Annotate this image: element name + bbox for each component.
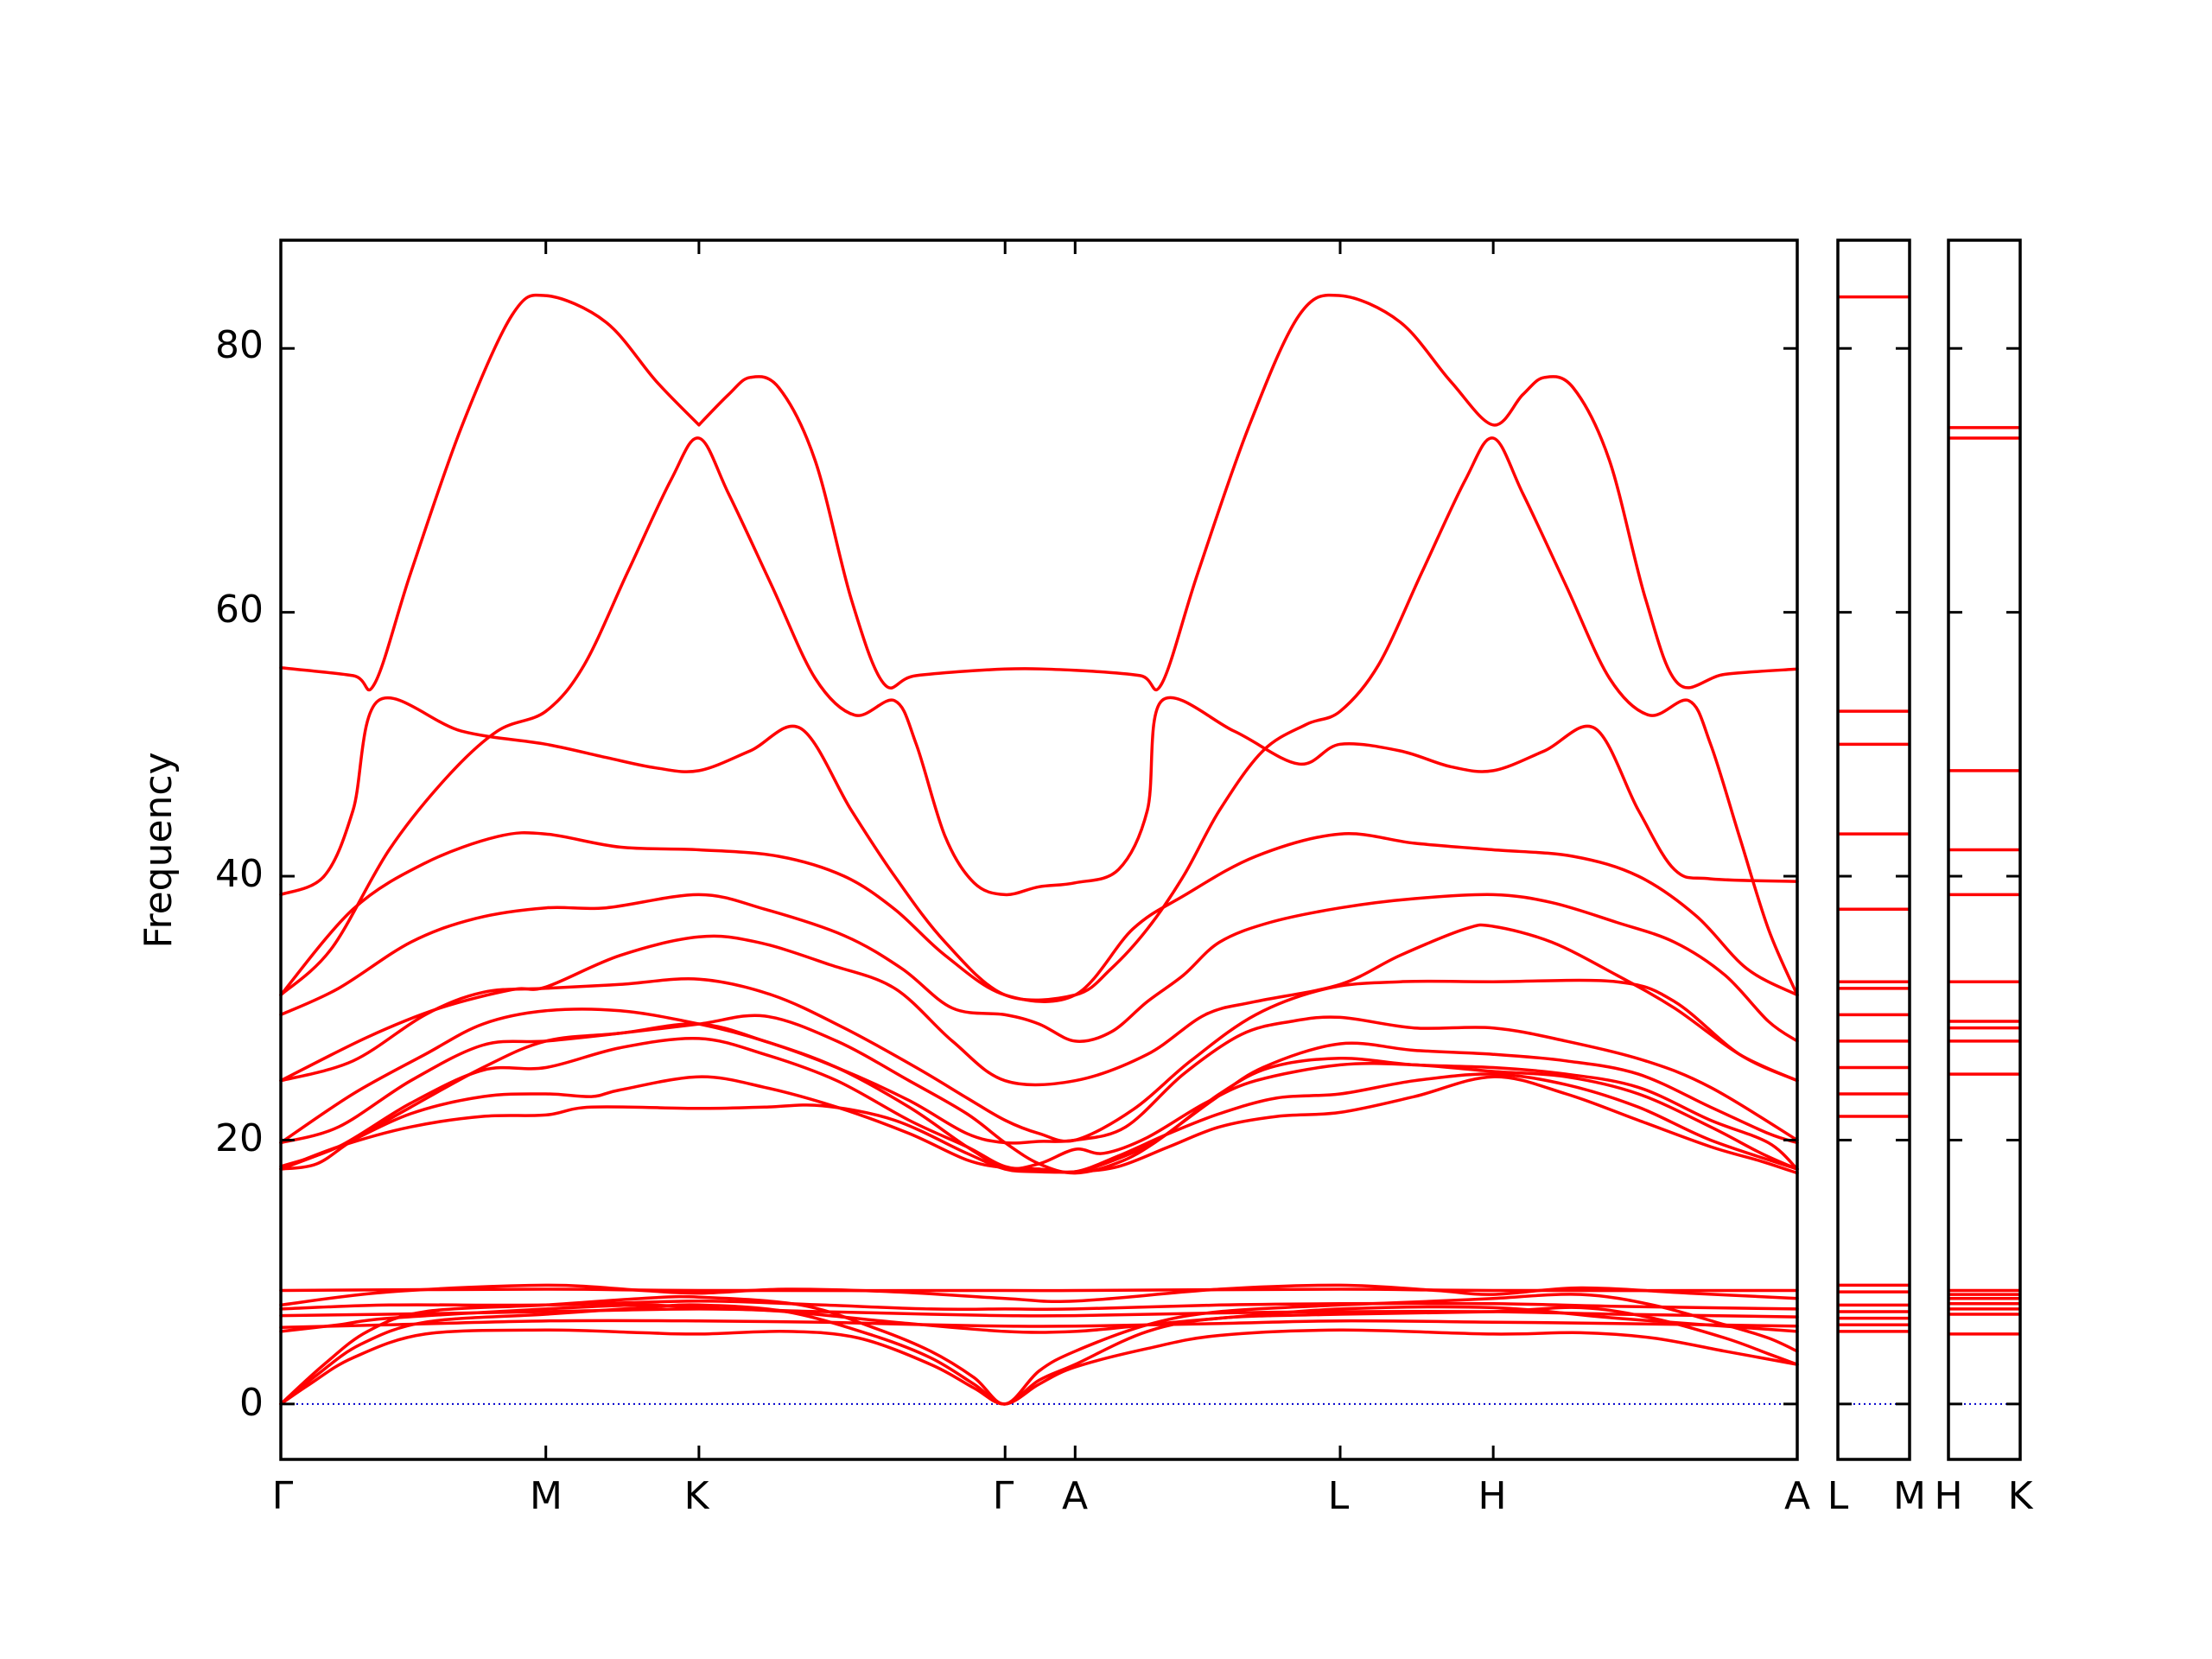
x-tick-label-gamma-1: Γ [272,1474,294,1518]
y-tick-label-20: 20 [215,1116,264,1160]
y-tick-label-60: 60 [215,588,264,632]
band-line-6 [279,893,1799,1043]
band-line-4 [279,436,1799,1002]
x-tick-label-h: H [1478,1474,1506,1518]
y-tick-label-40: 40 [215,852,264,896]
y-tick-label-80: 80 [215,323,264,367]
y-axis-title: Frequency [137,752,181,948]
y-tick-label-0: 0 [239,1381,264,1425]
band-line-22 [279,1303,1799,1406]
x-tick-label-m: M [530,1474,563,1518]
x-tick-label-hk-k: K [2008,1474,2034,1518]
band-line-21 [279,1293,1799,1406]
band-line-16 [279,1283,1799,1307]
band-line-20 [279,1303,1799,1334]
hk-panel-frame [1947,238,2022,1461]
band-line-1 [279,293,701,692]
x-tick-label-hk-h: H [1934,1474,1962,1518]
band-line-15 [279,1287,1799,1293]
x-tick-label-l: L [1328,1474,1350,1518]
x-tick-label-lm-m: M [1893,1474,1926,1518]
lm-panel-frame [1836,238,1911,1461]
band-line-11 [279,1036,1799,1174]
band-line-3 [279,436,1799,997]
x-tick-label-a-1: A [1062,1474,1088,1518]
x-tick-label-k: K [684,1474,710,1518]
x-tick-label-a-2: A [1784,1474,1810,1518]
bands-hk-panel [1948,426,2020,1405]
band-line-8 [279,977,1799,1143]
band-line-14 [279,1022,1799,1171]
band-line-9 [279,1007,1799,1145]
x-tick-label-gamma-2: Γ [993,1474,1014,1518]
bands-lm-panel [1838,295,1910,1405]
ticks-layer [279,240,2022,1459]
band-line-13 [279,1075,1799,1175]
band-line-19 [279,1319,1799,1330]
band-line-12 [279,1072,1799,1174]
band-line-23 [279,1328,1799,1406]
band-line-2 [697,293,1799,691]
band-line-5 [279,830,1799,1003]
bands-main-panel [279,293,1799,1406]
main-panel-frame [279,238,1799,1461]
x-tick-label-lm-l: L [1827,1474,1849,1518]
